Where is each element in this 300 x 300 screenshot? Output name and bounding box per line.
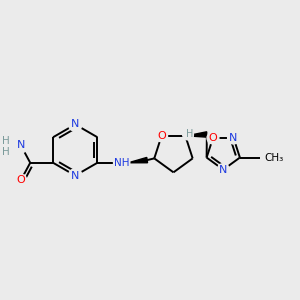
Text: N: N xyxy=(230,133,238,143)
Circle shape xyxy=(13,138,28,153)
Circle shape xyxy=(207,132,219,144)
Text: O: O xyxy=(16,175,25,185)
Text: O: O xyxy=(208,133,217,143)
Text: CH₃: CH₃ xyxy=(264,153,284,163)
Circle shape xyxy=(156,130,167,142)
Circle shape xyxy=(228,132,239,144)
Circle shape xyxy=(15,174,27,186)
Text: N: N xyxy=(16,140,25,150)
Text: H: H xyxy=(186,129,193,139)
Polygon shape xyxy=(128,158,148,163)
Text: O: O xyxy=(157,131,166,141)
Circle shape xyxy=(217,164,229,176)
Text: N: N xyxy=(71,119,80,129)
Text: H: H xyxy=(2,136,10,146)
Circle shape xyxy=(113,155,130,171)
Text: N: N xyxy=(219,165,227,175)
Text: H: H xyxy=(2,147,10,157)
Circle shape xyxy=(68,169,82,182)
Text: N: N xyxy=(71,171,80,181)
Circle shape xyxy=(183,129,194,140)
Polygon shape xyxy=(187,132,207,137)
Text: NH: NH xyxy=(114,158,129,168)
Circle shape xyxy=(68,118,82,131)
